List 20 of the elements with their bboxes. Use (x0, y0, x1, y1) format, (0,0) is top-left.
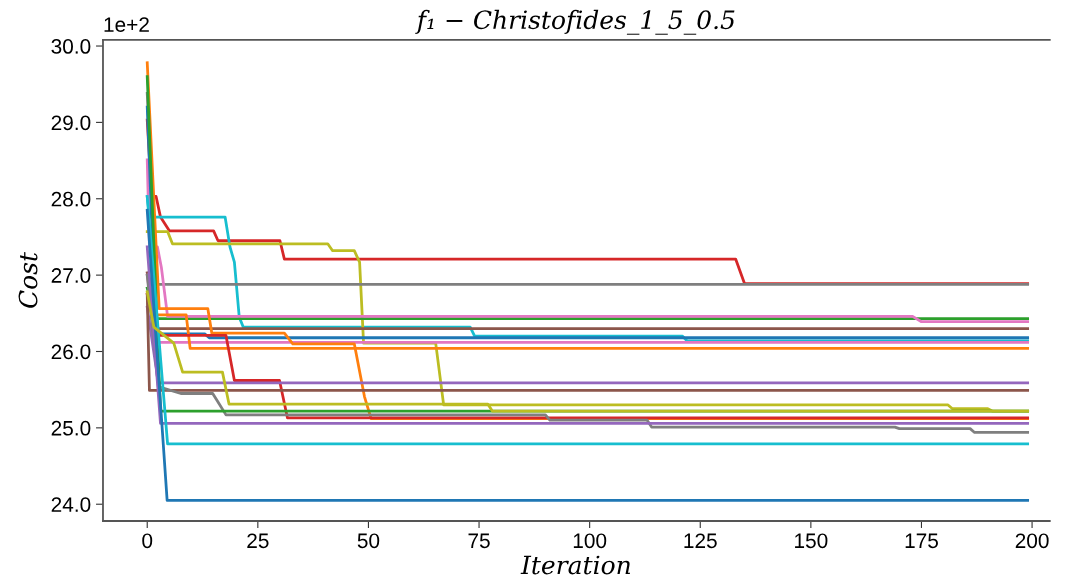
y-tick-label: 28.0 (51, 191, 91, 207)
x-tick-label: 0 (142, 533, 153, 549)
y-tick-label: 27.0 (51, 268, 91, 283)
chart-title: f₁ − Christofides_1_5_0.5 (415, 9, 735, 35)
text: 1e+2 (104, 17, 149, 32)
x-axis-title: Iteration (520, 555, 631, 575)
y-tick-label: 30.0 (51, 39, 91, 54)
y-tick-label: 29.0 (51, 115, 91, 131)
x-tick-label: 50 (357, 533, 380, 549)
y-tick-label: 26.0 (51, 344, 91, 360)
x-tick-label: 175 (905, 533, 938, 549)
y-tick-label: 24.0 (51, 497, 91, 512)
x-tick-label: 100 (573, 533, 607, 549)
x-tick-label: 200 (1015, 533, 1049, 549)
x-tick-label: 75 (468, 533, 490, 549)
x-tick-label: 150 (795, 533, 828, 549)
x-tick-label: 25 (247, 533, 269, 549)
y-tick-label: 25.0 (51, 420, 91, 436)
y-axis-title: Cost (18, 251, 38, 308)
x-tick-label: 125 (684, 533, 717, 549)
